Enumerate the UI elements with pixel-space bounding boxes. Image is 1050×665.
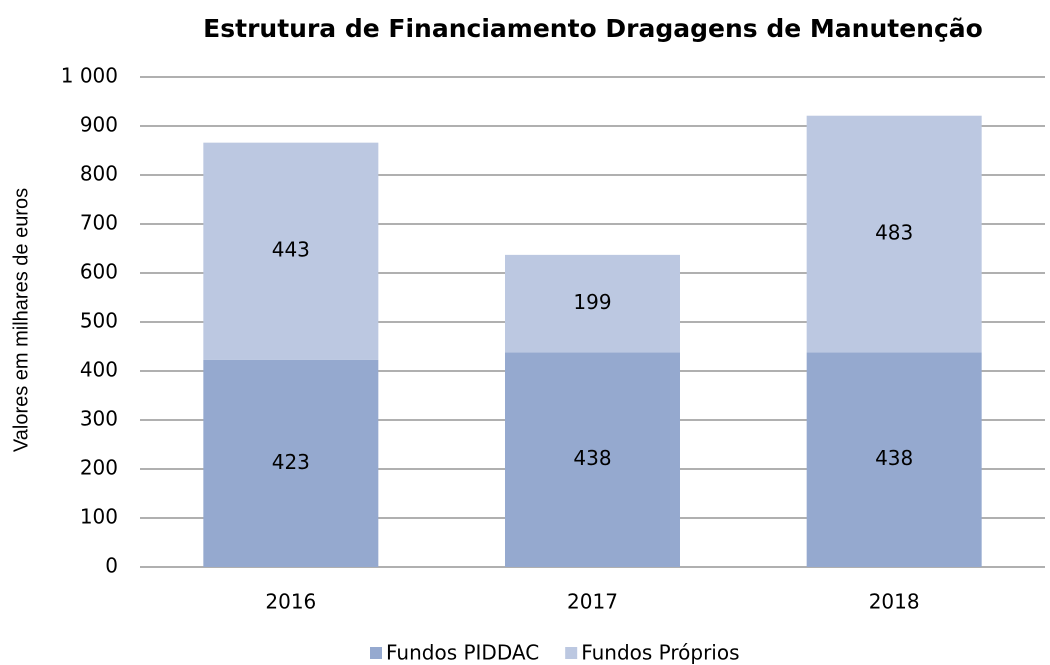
y-tick-label: 600 bbox=[80, 260, 118, 284]
chart-title: Estrutura de Financiamento Dragagens de … bbox=[203, 14, 983, 43]
y-axis-label: Valores em milhares de euros bbox=[10, 188, 32, 452]
bar-segment bbox=[806, 115, 982, 353]
y-tick-label: 900 bbox=[80, 113, 118, 137]
x-tick-label: 2016 bbox=[265, 590, 316, 614]
y-tick-label: 400 bbox=[80, 358, 118, 382]
data-label: 443 bbox=[272, 238, 310, 262]
data-label: 483 bbox=[875, 221, 913, 245]
bar-segment bbox=[203, 142, 379, 360]
bar-segment bbox=[505, 254, 680, 353]
y-tick-label: 1 000 bbox=[61, 64, 118, 88]
legend-label: Fundos PIDDAC bbox=[386, 641, 539, 665]
y-tick-label: 200 bbox=[80, 456, 118, 480]
x-tick-label: 2017 bbox=[567, 590, 618, 614]
x-tick-label: 2018 bbox=[869, 590, 920, 614]
legend-swatch bbox=[370, 647, 382, 659]
bar-segment bbox=[203, 359, 379, 567]
bar-segment bbox=[505, 352, 680, 567]
y-tick-label: 300 bbox=[80, 407, 118, 431]
legend-swatch bbox=[565, 647, 578, 659]
y-tick-label: 500 bbox=[80, 309, 118, 333]
data-label: 438 bbox=[875, 446, 913, 470]
bar-segment bbox=[806, 352, 982, 567]
data-label: 199 bbox=[573, 290, 611, 314]
data-label: 423 bbox=[272, 450, 310, 474]
y-tick-label: 800 bbox=[80, 162, 118, 186]
y-tick-label: 0 bbox=[105, 554, 118, 578]
y-tick-label: 700 bbox=[80, 211, 118, 235]
legend-label: Fundos Próprios bbox=[581, 641, 739, 665]
data-label: 438 bbox=[573, 446, 611, 470]
y-tick-label: 100 bbox=[80, 505, 118, 529]
